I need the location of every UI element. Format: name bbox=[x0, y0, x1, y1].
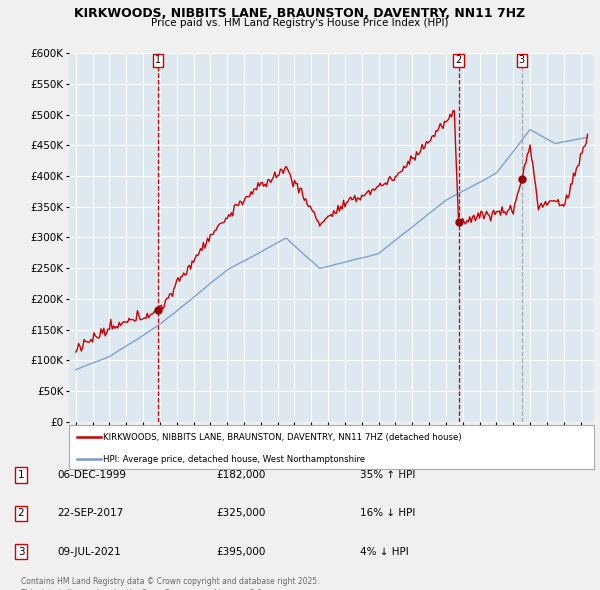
Text: Price paid vs. HM Land Registry's House Price Index (HPI): Price paid vs. HM Land Registry's House … bbox=[151, 18, 449, 28]
Text: £395,000: £395,000 bbox=[216, 547, 265, 556]
Text: 09-JUL-2021: 09-JUL-2021 bbox=[57, 547, 121, 556]
Text: 16% ↓ HPI: 16% ↓ HPI bbox=[360, 509, 415, 518]
Text: KIRKWOODS, NIBBITS LANE, BRAUNSTON, DAVENTRY, NN11 7HZ: KIRKWOODS, NIBBITS LANE, BRAUNSTON, DAVE… bbox=[74, 7, 526, 20]
Text: HPI: Average price, detached house, West Northamptonshire: HPI: Average price, detached house, West… bbox=[103, 455, 365, 464]
Text: 3: 3 bbox=[17, 547, 25, 556]
Text: 1: 1 bbox=[17, 470, 25, 480]
Text: 22-SEP-2017: 22-SEP-2017 bbox=[57, 509, 123, 518]
Text: 2: 2 bbox=[17, 509, 25, 518]
Text: 4% ↓ HPI: 4% ↓ HPI bbox=[360, 547, 409, 556]
Text: £182,000: £182,000 bbox=[216, 470, 265, 480]
Text: £325,000: £325,000 bbox=[216, 509, 265, 518]
Text: 06-DEC-1999: 06-DEC-1999 bbox=[57, 470, 126, 480]
Text: KIRKWOODS, NIBBITS LANE, BRAUNSTON, DAVENTRY, NN11 7HZ (detached house): KIRKWOODS, NIBBITS LANE, BRAUNSTON, DAVE… bbox=[103, 432, 462, 442]
Text: 1: 1 bbox=[155, 55, 161, 65]
Text: Contains HM Land Registry data © Crown copyright and database right 2025.
This d: Contains HM Land Registry data © Crown c… bbox=[21, 577, 320, 590]
Text: 3: 3 bbox=[518, 55, 525, 65]
Text: 35% ↑ HPI: 35% ↑ HPI bbox=[360, 470, 415, 480]
Text: 2: 2 bbox=[455, 55, 461, 65]
